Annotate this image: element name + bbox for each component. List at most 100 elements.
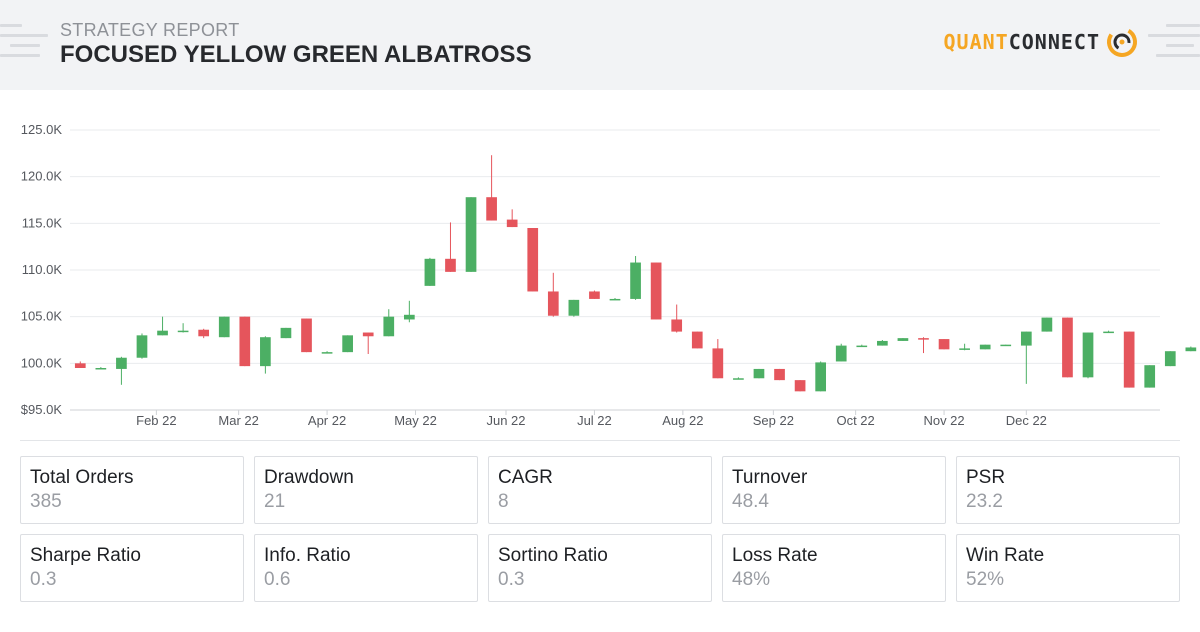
candle-body <box>1082 332 1094 378</box>
x-tick-label: Aug 22 <box>662 413 703 428</box>
candle-body <box>753 368 765 379</box>
stat-card: Loss Rate 48% <box>722 534 946 602</box>
stat-card: Info. Ratio 0.6 <box>254 534 478 602</box>
decorative-lines-left <box>0 24 60 68</box>
y-tick-label: $95.0K <box>21 402 63 417</box>
x-tick-label: Jul 22 <box>577 413 612 428</box>
stat-label: Loss Rate <box>732 545 818 566</box>
x-tick-label: Oct 22 <box>836 413 874 428</box>
y-tick-label: 110.0K <box>22 262 63 277</box>
candle-body <box>979 344 991 350</box>
report-header: STRATEGY REPORT FOCUSED YELLOW GREEN ALB… <box>0 0 1200 90</box>
logo-quant-text: QUANT <box>943 30 1009 54</box>
candle-body <box>1164 351 1176 367</box>
logo-connect-text: CONNECT <box>1008 30 1100 54</box>
stat-card: PSR 23.2 <box>956 456 1180 524</box>
quantconnect-logo-icon <box>1107 27 1137 57</box>
candle-body <box>877 340 888 346</box>
candle-body <box>342 335 353 353</box>
x-tick-label: May 22 <box>394 413 437 428</box>
candle-body <box>95 368 107 370</box>
y-tick-label: 125.0K <box>21 122 63 137</box>
y-tick-label: 120.0K <box>21 169 63 184</box>
candle-body <box>465 197 477 272</box>
stat-value: 23.2 <box>966 491 1003 512</box>
stat-label: Sortino Ratio <box>498 545 608 566</box>
y-tick-label: 100.0K <box>21 355 63 370</box>
candle-body <box>239 316 251 367</box>
stat-label: PSR <box>966 467 1006 488</box>
candle-body <box>1123 331 1135 388</box>
candle-body <box>547 291 559 316</box>
candle-body <box>835 345 847 362</box>
stat-label: CAGR <box>498 467 553 488</box>
candle-body <box>280 327 292 339</box>
candle-body <box>74 363 86 368</box>
candle-body <box>506 219 518 228</box>
candle-body <box>650 262 662 320</box>
section-divider <box>20 440 1180 441</box>
stat-card: Sharpe Ratio 0.3 <box>20 534 244 602</box>
logo-wordmark: QUANTCONNECT <box>943 30 1100 54</box>
candle-body <box>1144 365 1156 388</box>
x-tick-label: Mar 22 <box>218 413 258 428</box>
stat-value: 52% <box>966 569 1005 590</box>
candle-body <box>918 338 929 340</box>
candle-body <box>177 330 189 333</box>
decorative-lines-right <box>1140 24 1200 68</box>
stat-label: Drawdown <box>264 467 354 488</box>
candle-body <box>1020 331 1032 346</box>
x-tick-label: Dec 22 <box>1006 413 1047 428</box>
candle-body <box>301 318 312 353</box>
candle-body <box>589 291 600 299</box>
y-tick-label: 115.0K <box>22 215 63 230</box>
stat-label: Turnover <box>732 467 808 488</box>
candle-body <box>671 319 683 332</box>
x-tick-label: Sep 22 <box>753 413 794 428</box>
stat-label: Sharpe Ratio <box>30 545 141 566</box>
stat-value: 0.3 <box>498 569 525 590</box>
stat-value: 0.6 <box>264 569 291 590</box>
stat-value: 0.3 <box>30 569 57 590</box>
candle-body <box>198 329 210 337</box>
stat-label: Total Orders <box>30 467 134 488</box>
candle-body <box>1185 347 1197 352</box>
strategy-title: FOCUSED YELLOW GREEN ALBATROSS <box>60 41 532 68</box>
candle-body <box>424 258 436 286</box>
candle-body <box>486 197 497 221</box>
x-tick-label: Feb 22 <box>136 413 176 428</box>
candle-body <box>959 348 970 350</box>
y-tick-label: 105.0K <box>21 309 63 324</box>
candle-body <box>527 228 539 292</box>
candle-body <box>157 330 168 336</box>
stat-label: Win Rate <box>966 545 1045 566</box>
candle-body <box>630 262 641 299</box>
x-tick-label: Apr 22 <box>308 413 346 428</box>
candle-body <box>794 380 806 392</box>
candle-body <box>1062 317 1073 378</box>
candle-body <box>897 338 909 341</box>
report-subtitle: STRATEGY REPORT <box>60 20 240 40</box>
stat-label: Info. Ratio <box>264 545 351 566</box>
candle-body <box>815 362 827 392</box>
x-tick-label: Jun 22 <box>486 413 525 428</box>
candle-body <box>712 348 724 379</box>
candle-body <box>774 368 785 381</box>
x-tick-label: Nov 22 <box>923 413 964 428</box>
candle-body <box>383 316 395 337</box>
stat-card: Drawdown 21 <box>254 456 478 524</box>
stat-card: Win Rate 52% <box>956 534 1180 602</box>
candle-body <box>609 298 621 301</box>
candle-body <box>362 332 374 337</box>
candle-body <box>1000 344 1012 347</box>
candle-body <box>733 378 744 380</box>
stat-value: 385 <box>30 491 62 512</box>
candle-body <box>856 345 868 348</box>
quantconnect-logo[interactable]: QUANTCONNECT <box>943 24 1140 60</box>
candle-body <box>1103 331 1114 334</box>
candle-body <box>1041 317 1053 332</box>
equity-candlestick-chart: $95.0K 100.0K 105.0K 110.0K 115.0K 120.0K 125.… <box>21 122 1197 428</box>
candle-body <box>116 357 127 369</box>
candle-body <box>445 258 456 272</box>
stat-value: 21 <box>264 491 286 512</box>
